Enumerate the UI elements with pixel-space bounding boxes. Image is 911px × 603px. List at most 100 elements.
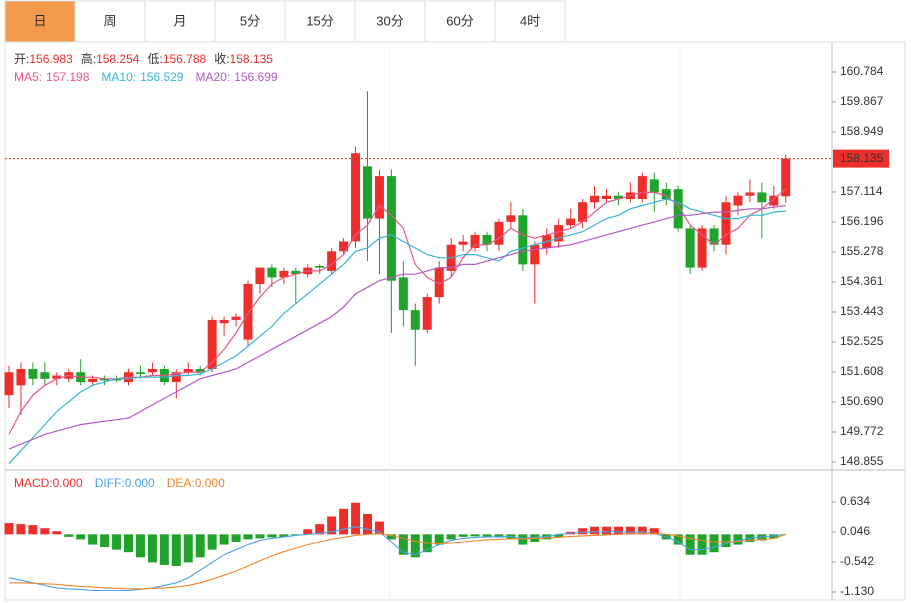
- candle-body: [386, 176, 396, 281]
- legend-name: MA10:: [101, 70, 136, 84]
- candle-body: [685, 228, 695, 268]
- macd-bar: [219, 534, 229, 545]
- candle-body: [697, 228, 707, 268]
- candle-body: [4, 372, 14, 396]
- candle-body: [52, 375, 62, 379]
- y-tick-label: -0.542: [840, 554, 874, 568]
- macd-bar: [28, 525, 38, 535]
- candle-body: [566, 218, 576, 226]
- tab-label[interactable]: 4时: [520, 13, 540, 28]
- tab[interactable]: [74, 0, 146, 43]
- macd-bar: [327, 516, 337, 535]
- y-tick-label: 0.634: [840, 494, 870, 508]
- candle-body: [16, 368, 26, 386]
- y-tick-label: 157.114: [840, 184, 883, 198]
- macd-bar: [649, 528, 659, 535]
- macd-bar: [231, 534, 241, 542]
- macd-bar: [482, 534, 492, 537]
- candle-body: [398, 277, 408, 311]
- y-tick-label: 155.278: [840, 244, 884, 258]
- tab-label[interactable]: 15分: [306, 13, 333, 28]
- candle-body: [733, 195, 743, 206]
- candle-body: [458, 241, 468, 245]
- candle-body: [28, 368, 38, 379]
- candle-body: [434, 267, 444, 298]
- tab[interactable]: [214, 0, 286, 43]
- ma-line: [8, 205, 786, 450]
- tab[interactable]: [4, 0, 76, 43]
- macd-bar: [637, 526, 647, 535]
- candle-body: [315, 266, 325, 268]
- macd-bar: [602, 526, 611, 535]
- tab[interactable]: [494, 0, 566, 43]
- macd-legend: MACD:0.000 DIFF:0.000 DEA:0.000: [14, 476, 225, 490]
- candle-body: [195, 368, 205, 373]
- candle-body: [243, 283, 253, 340]
- macd-bar: [183, 534, 193, 563]
- macd-bar: [685, 534, 695, 555]
- legend-name: MA5:: [14, 70, 42, 84]
- y-tick-label: -1.130: [840, 584, 874, 598]
- macd-bar: [147, 534, 157, 563]
- info-label: 高:: [81, 51, 96, 66]
- candle-body: [267, 267, 277, 278]
- tab[interactable]: [354, 0, 426, 43]
- tab-label[interactable]: 月: [173, 13, 186, 28]
- legend-value: 0.000: [195, 476, 225, 490]
- candle-body: [745, 192, 755, 196]
- y-tick-label: 153.443: [840, 304, 884, 318]
- macd-bar: [470, 534, 480, 537]
- candle-body: [351, 153, 361, 242]
- macd-bar: [100, 534, 110, 548]
- candle-body: [410, 310, 420, 330]
- legend-value: 0.000: [125, 476, 155, 490]
- ma-legend: MA5: 157.198 MA10: 156.529 MA20: 156.699: [14, 70, 278, 84]
- last-price-tag: [833, 149, 889, 168]
- macd-bar: [709, 534, 719, 553]
- candle-body: [255, 267, 265, 284]
- tab-label[interactable]: 30分: [376, 13, 403, 28]
- candle-body: [279, 270, 289, 278]
- tab[interactable]: [284, 0, 356, 43]
- candle-body: [506, 215, 516, 222]
- chart-frame: [4, 41, 906, 601]
- info-value: 158.254: [96, 52, 140, 66]
- candle-body: [374, 176, 384, 219]
- macd-bar: [52, 531, 62, 535]
- candle-body: [613, 195, 623, 199]
- candle-body: [482, 234, 492, 245]
- legend-value: 156.529: [140, 70, 184, 84]
- tab-label[interactable]: 5分: [240, 13, 260, 28]
- candle-body: [649, 179, 659, 193]
- candle-body: [554, 225, 564, 242]
- candle-body: [183, 368, 193, 373]
- macd-bar: [625, 526, 635, 535]
- tab[interactable]: [144, 0, 216, 43]
- macd-bar: [4, 523, 14, 535]
- ma-line: [8, 188, 787, 435]
- macd-bar: [207, 534, 217, 550]
- legend-value: 0.000: [53, 476, 83, 490]
- candle-body: [422, 297, 432, 330]
- legend-name: MA20:: [195, 70, 230, 84]
- macd-bar: [16, 524, 26, 535]
- tab-label[interactable]: 60分: [446, 13, 473, 28]
- ohlc-info: 开:156.983 高:158.254 低:156.788 收:158.135: [14, 51, 273, 66]
- y-tick-label: 154.361: [840, 274, 884, 288]
- candle-body: [135, 372, 145, 374]
- tab-label[interactable]: 日: [33, 13, 46, 28]
- tab-label[interactable]: 周: [103, 13, 116, 28]
- info-value: 156.983: [29, 52, 73, 66]
- ma-line: [8, 198, 786, 465]
- macd-bar: [386, 534, 396, 540]
- candle-body: [112, 378, 122, 381]
- macd-bar: [112, 534, 122, 550]
- y-tick-label: 160.784: [840, 64, 884, 78]
- macd-bar: [339, 508, 349, 535]
- macd-bar: [554, 534, 564, 537]
- y-tick-label: 148.855: [840, 454, 884, 468]
- candle-body: [661, 189, 671, 199]
- candle-body: [518, 215, 528, 265]
- candle-body: [602, 195, 611, 199]
- macd-bar: [363, 513, 372, 535]
